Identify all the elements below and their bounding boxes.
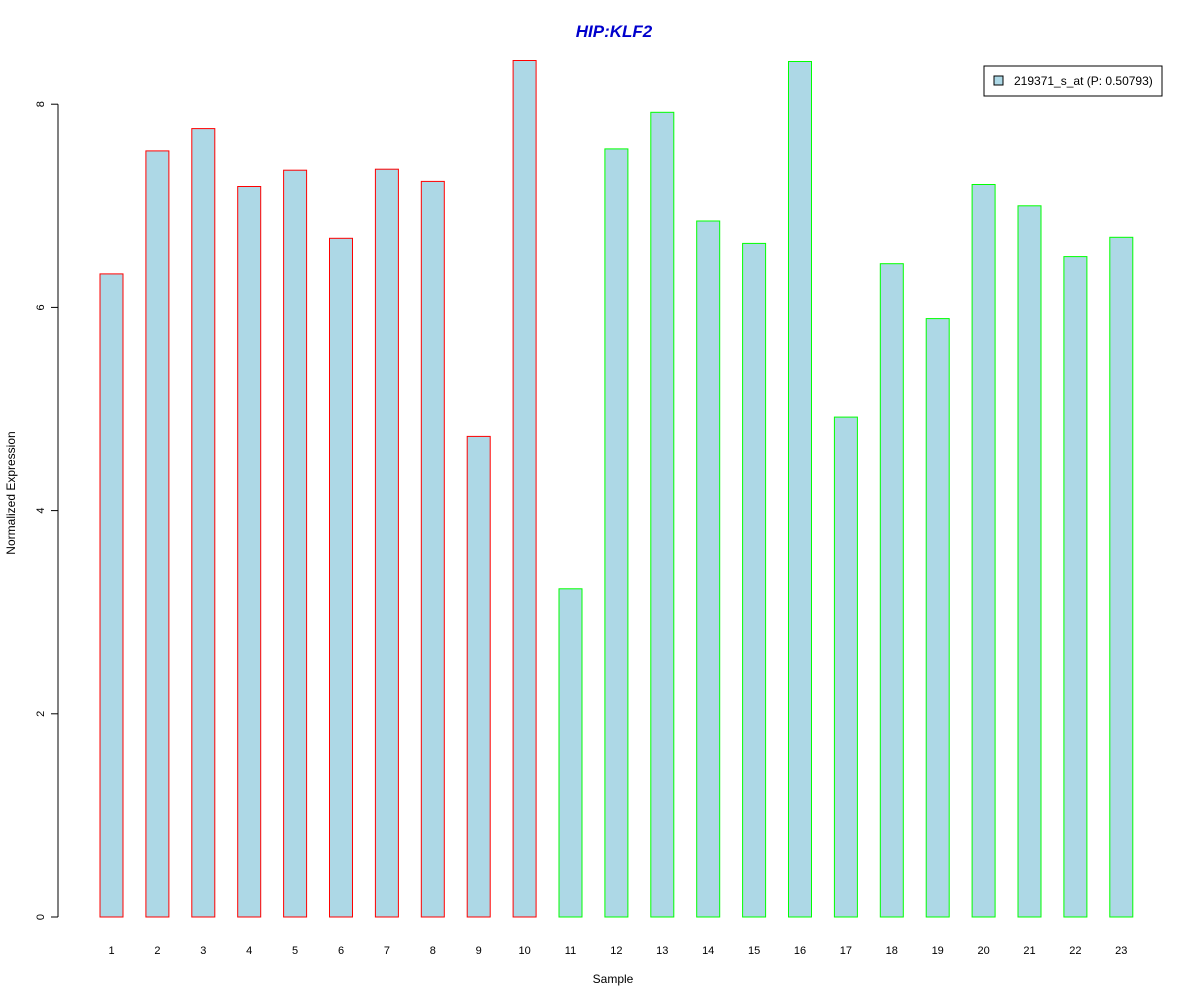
bar-sample-18 — [879, 263, 904, 918]
bar-sample-19 — [925, 318, 950, 918]
bar-sample-13 — [650, 111, 675, 918]
x-tick-label: 14 — [702, 945, 714, 957]
y-tick-label: 6 — [35, 304, 47, 310]
x-tick-label: 13 — [656, 945, 668, 957]
bar-sample-14 — [696, 220, 721, 918]
bar-sample-3 — [191, 128, 216, 918]
x-tick-label: 11 — [565, 945, 576, 957]
bar-sample-17 — [833, 416, 858, 918]
x-tick-label: 21 — [1023, 945, 1035, 957]
bar-sample-6 — [329, 237, 353, 918]
bar-sample-23 — [1109, 236, 1134, 918]
x-tick-label: 7 — [384, 945, 390, 957]
x-tick-label: 10 — [518, 945, 530, 957]
bar-sample-7 — [374, 168, 399, 918]
chart-title: HIP:KLF2 — [576, 22, 653, 41]
x-tick-label: 16 — [794, 945, 806, 957]
y-tick-label: 4 — [35, 508, 47, 514]
bar-sample-1 — [99, 273, 124, 918]
bar-sample-20 — [971, 184, 996, 918]
legend-label: 219371_s_at (P: 0.50793) — [1014, 74, 1153, 88]
bar-sample-8 — [420, 180, 445, 918]
x-tick-label: 1 — [108, 945, 114, 957]
legend: 219371_s_at (P: 0.50793) — [983, 65, 1163, 97]
legend-swatch — [993, 75, 1004, 86]
bar-sample-11 — [558, 588, 583, 918]
x-tick-label: 23 — [1115, 945, 1127, 957]
x-tick-label: 19 — [932, 945, 944, 957]
x-tick-label: 17 — [840, 945, 852, 957]
y-tick-label: 0 — [35, 914, 47, 920]
x-tick-label: 15 — [748, 945, 760, 957]
bar-sample-10 — [512, 60, 537, 918]
x-tick-label: 6 — [338, 945, 344, 957]
bar-sample-4 — [237, 186, 262, 918]
legend-box — [983, 65, 1163, 97]
x-tick-label: 4 — [246, 945, 252, 957]
y-tick-label: 8 — [35, 101, 47, 107]
x-tick-label: 20 — [977, 945, 989, 957]
bar-sample-12 — [604, 148, 629, 918]
bar-sample-15 — [742, 242, 767, 918]
bars — [99, 60, 1134, 918]
x-tick-label: 5 — [292, 945, 298, 957]
bar-sample-21 — [1017, 205, 1042, 918]
bar-sample-5 — [283, 169, 308, 918]
bar-sample-2 — [145, 150, 170, 918]
bar-sample-16 — [788, 61, 812, 918]
x-axis-title: Sample — [593, 972, 634, 986]
x-tick-label: 18 — [886, 945, 898, 957]
bar-sample-9 — [466, 435, 491, 918]
x-tick-label: 8 — [430, 945, 436, 957]
bar-sample-22 — [1063, 256, 1088, 918]
x-tick-label: 2 — [154, 945, 160, 957]
x-tick-label: 12 — [610, 945, 622, 957]
x-tick-label: 9 — [476, 945, 482, 957]
x-tick-label: 3 — [200, 945, 206, 957]
x-axis: 1 2 3 4 5 6 7 8 9 10 11 12 13 14 15 16 17 18 19 20 21 22 23 — [108, 945, 1127, 957]
y-axis: 0 2 4 6 8 — [35, 101, 59, 920]
y-axis-title: Normalized Expression — [4, 431, 18, 554]
x-tick-label: 22 — [1069, 945, 1081, 957]
y-tick-label: 2 — [35, 711, 47, 717]
